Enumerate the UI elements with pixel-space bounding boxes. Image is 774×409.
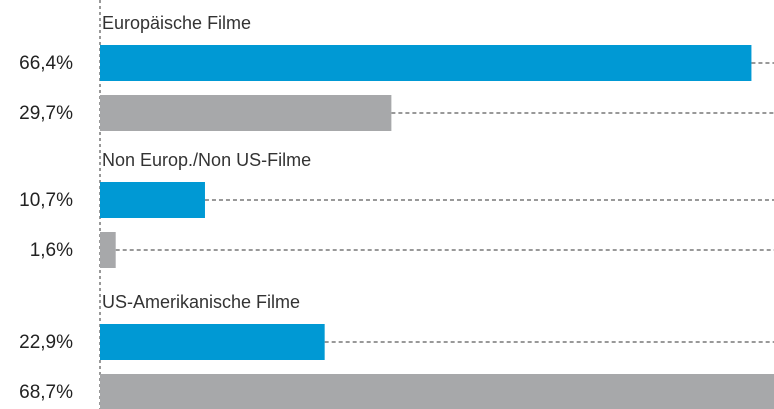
bar — [100, 45, 752, 81]
value-label: 66,4% — [19, 53, 73, 74]
bar — [100, 374, 774, 409]
value-label: 1,6% — [30, 240, 73, 261]
value-label: 29,7% — [19, 103, 73, 124]
category-label: US-Amerikanische Filme — [102, 292, 300, 312]
value-label: 10,7% — [19, 190, 73, 211]
bar — [100, 182, 205, 218]
category-label: Europäische Filme — [102, 13, 251, 33]
bar — [100, 324, 325, 360]
value-label: 22,9% — [19, 332, 73, 353]
value-label: 68,7% — [19, 382, 73, 403]
bar — [100, 232, 116, 268]
bar — [100, 95, 392, 131]
category-label: Non Europ./Non US-Filme — [102, 150, 311, 170]
